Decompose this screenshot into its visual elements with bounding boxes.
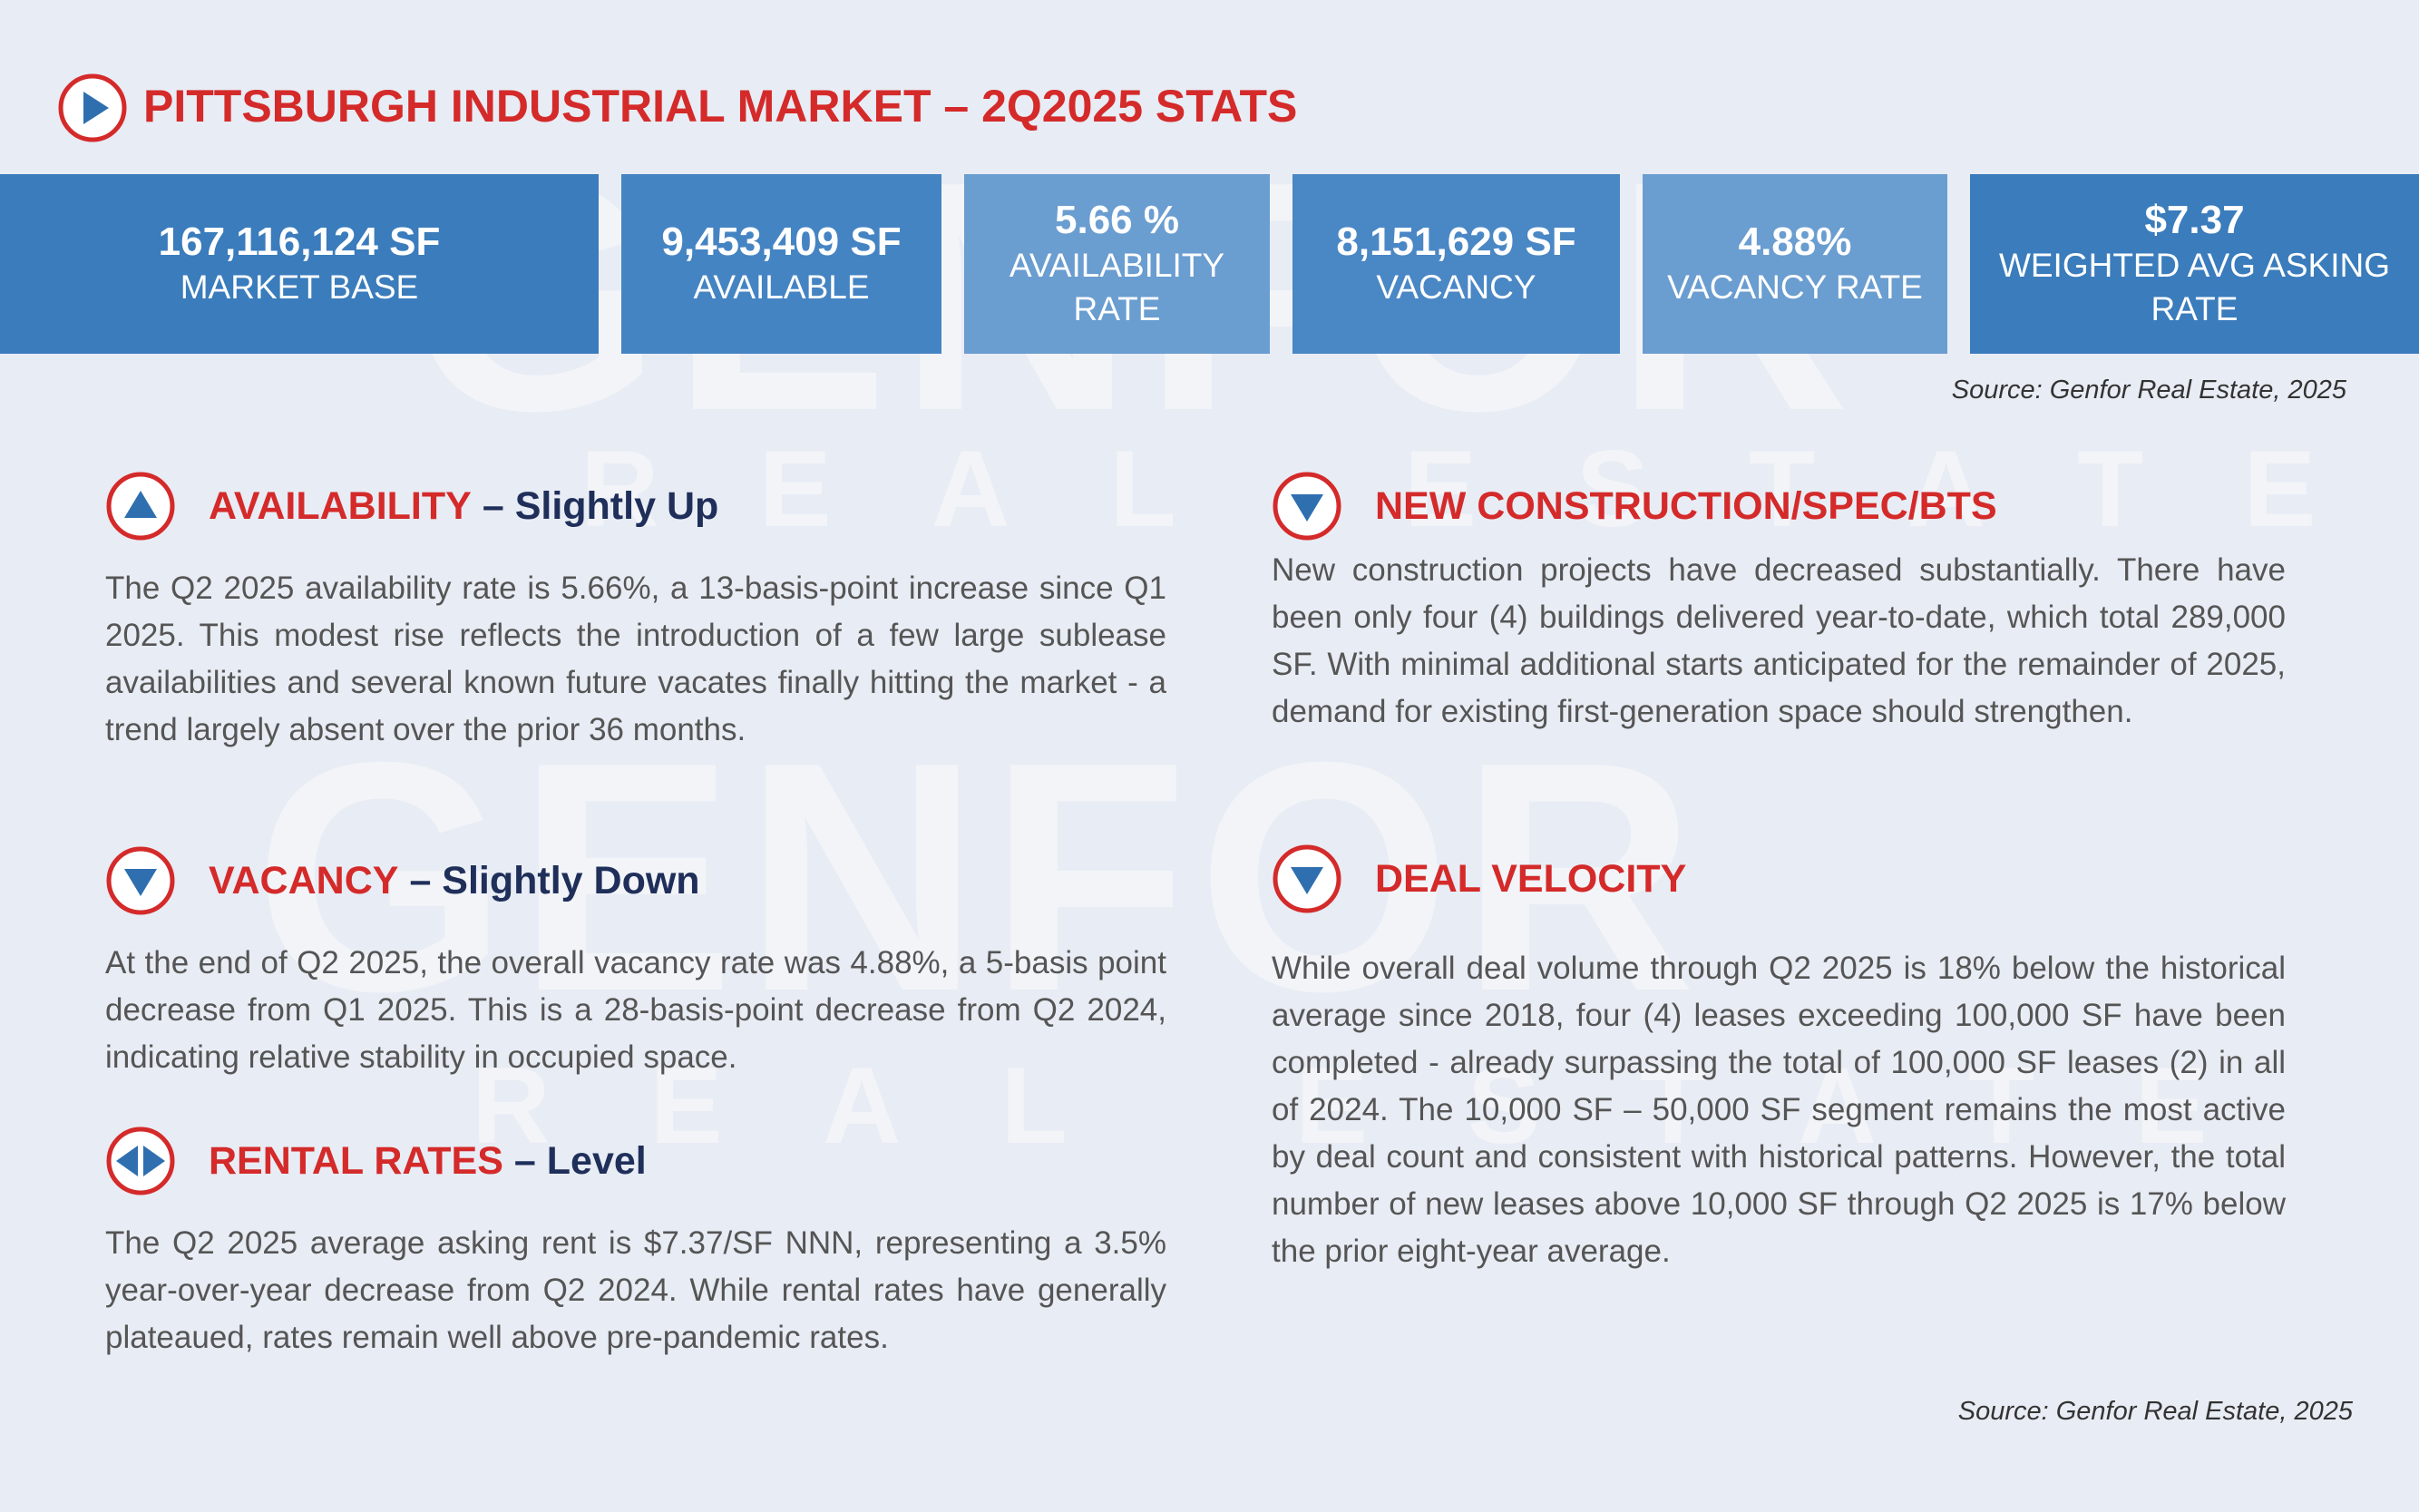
stat-box: 9,453,409 SF AVAILABLE	[621, 174, 941, 354]
heading-text: DEAL VELOCITY	[1375, 856, 1687, 901]
stat-box: 4.88% VACANCY RATE	[1643, 174, 1947, 354]
heading-trend: – Slightly Down	[409, 858, 700, 902]
trend-icon	[106, 846, 175, 915]
section-body: New construction projects have decreased…	[1272, 552, 2286, 729]
source: Source: Genfor Real Estate, 2025	[1951, 376, 2346, 405]
section-body: At the end of Q2 2025, the overall vacan…	[105, 945, 1166, 1075]
stat-label: AVAILABLE	[693, 268, 870, 306]
trend-icon	[1273, 844, 1341, 913]
stat-value: 167,116,124 SF	[158, 219, 441, 264]
stat-label: VACANCY RATE	[1667, 268, 1923, 306]
heading-trend: – Slightly Up	[482, 483, 719, 528]
watermark-tagline: REAL ESTATE	[580, 428, 2416, 550]
stat-value: 8,151,629 SF	[1336, 219, 1576, 264]
section-body: The Q2 2025 average asking rent is $7.37…	[105, 1225, 1166, 1355]
stat-box: 5.66 % AVAILABILITY RATE	[964, 174, 1270, 354]
stat-label: WEIGHTED AVG ASKING RATE	[1998, 247, 2391, 327]
trend-icon	[106, 472, 175, 541]
watermark: GENFOR	[254, 695, 1706, 1059]
heading-text: RENTAL RATES	[209, 1138, 503, 1183]
trend-icon	[106, 1127, 175, 1195]
stat-label: VACANCY	[1376, 268, 1536, 306]
stat-label: MARKET BASE	[180, 268, 419, 306]
section-heading: VACANCY – Slightly Down	[105, 845, 700, 916]
heading-text: NEW CONSTRUCTION/SPEC/BTS	[1375, 483, 1997, 528]
heading-text: AVAILABILITY	[209, 483, 472, 528]
section-heading: NEW CONSTRUCTION/SPEC/BTS	[1272, 471, 1997, 541]
title: PITTSBURGH INDUSTRIAL MARKET – 2Q2025 ST…	[143, 81, 1298, 132]
stat-value: $7.37	[2144, 198, 2245, 242]
stat-value: 5.66 %	[1055, 198, 1179, 242]
title-icon	[58, 73, 127, 142]
section-heading: DEAL VELOCITY	[1272, 844, 1686, 914]
section-body: The Q2 2025 availability rate is 5.66%, …	[105, 571, 1166, 747]
stat-box: 167,116,124 SF MARKET BASE	[0, 174, 599, 354]
stat-box: $7.37 WEIGHTED AVG ASKING RATE	[1970, 174, 2419, 354]
source: Source: Genfor Real Estate, 2025	[1957, 1397, 2353, 1426]
stat-label: AVAILABILITY RATE	[1009, 247, 1225, 327]
watermark-tagline: REAL ESTATE	[472, 1045, 2307, 1166]
heading-trend: – Level	[513, 1138, 647, 1183]
section-heading: RENTAL RATES – Level	[105, 1126, 647, 1196]
section-heading: AVAILABILITY – Slightly Up	[105, 471, 718, 541]
trend-icon	[1273, 472, 1341, 541]
section-body: While overall deal volume through Q2 202…	[1272, 951, 2286, 1269]
stat-box: 8,151,629 SF VACANCY	[1292, 174, 1620, 354]
heading-text: VACANCY	[209, 858, 399, 902]
stat-value: 9,453,409 SF	[661, 219, 902, 264]
stat-value: 4.88%	[1738, 219, 1852, 264]
